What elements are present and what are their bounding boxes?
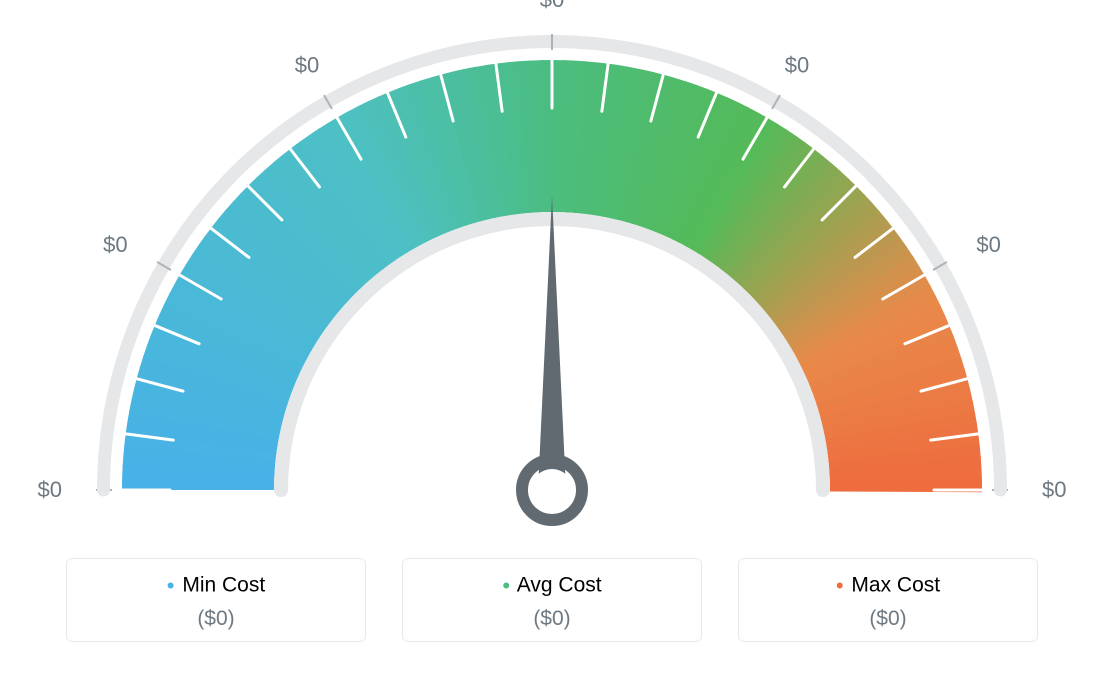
legend-title-avg: • Avg Cost	[413, 573, 691, 599]
legend-card-avg: • Avg Cost ($0)	[402, 558, 702, 642]
svg-text:$0: $0	[1042, 477, 1066, 502]
bullet-icon: •	[167, 573, 175, 598]
svg-text:$0: $0	[540, 0, 564, 12]
bullet-icon: •	[502, 573, 510, 598]
legend-label: Max Cost	[851, 574, 940, 597]
legend-label: Avg Cost	[517, 574, 602, 597]
legend-card-min: • Min Cost ($0)	[66, 558, 366, 642]
legend-value-min: ($0)	[77, 607, 355, 631]
legend-label: Min Cost	[182, 574, 265, 597]
legend-title-max: • Max Cost	[749, 573, 1027, 599]
svg-text:$0: $0	[103, 232, 127, 257]
svg-text:$0: $0	[295, 53, 319, 78]
legend-row: • Min Cost ($0) • Avg Cost ($0) • Max Co…	[0, 558, 1104, 642]
svg-text:$0: $0	[785, 53, 809, 78]
legend-title-min: • Min Cost	[77, 573, 355, 599]
gauge-chart: $0 $0 $0 $0 $0 $0 $0	[0, 0, 1104, 540]
bullet-icon: •	[836, 573, 844, 598]
gauge-svg: $0 $0 $0 $0 $0 $0 $0	[0, 0, 1104, 540]
svg-text:$0: $0	[976, 232, 1000, 257]
svg-text:$0: $0	[38, 477, 62, 502]
legend-value-avg: ($0)	[413, 607, 691, 631]
legend-value-max: ($0)	[749, 607, 1027, 631]
legend-card-max: • Max Cost ($0)	[738, 558, 1038, 642]
